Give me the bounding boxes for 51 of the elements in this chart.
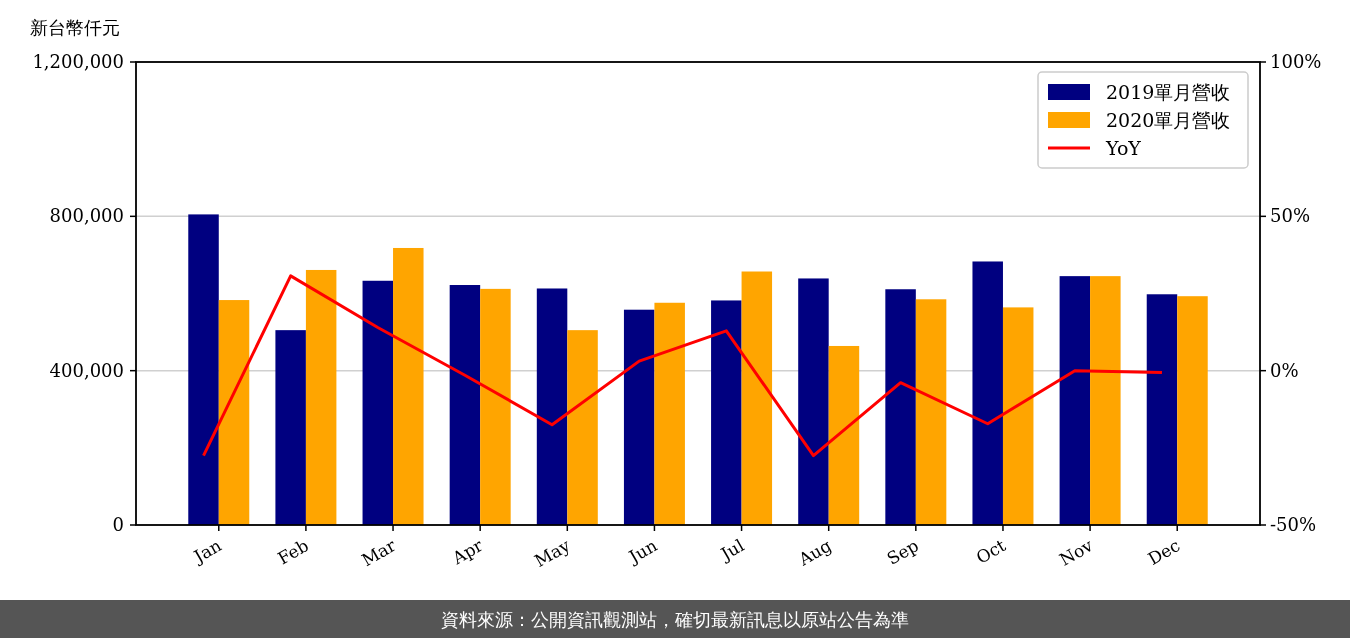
- line-series: [202, 274, 1164, 458]
- bar: [275, 330, 306, 525]
- y2-tick-label: 100%: [1270, 51, 1322, 72]
- bar: [1146, 294, 1178, 525]
- bar: [885, 289, 916, 525]
- y2-tick-label: -50%: [1270, 514, 1317, 535]
- bar: [1177, 296, 1208, 525]
- bar: [362, 280, 394, 525]
- bar: [798, 278, 829, 525]
- bar: [188, 214, 219, 525]
- y-tick-label: 400,000: [49, 359, 124, 381]
- bar: [480, 288, 511, 525]
- legend-label: YoY: [1105, 137, 1142, 159]
- bar: [449, 285, 481, 525]
- y2-tick-label: 50%: [1270, 205, 1311, 227]
- bar: [711, 300, 742, 525]
- x-tick-label: Nov: [1056, 534, 1097, 570]
- x-tick-label: Aug: [794, 535, 835, 571]
- legend-label: 2019單月營收: [1106, 81, 1231, 103]
- y-axis-title: 新台幣仟元: [30, 17, 120, 38]
- y-tick-label: 1,200,000: [32, 51, 124, 72]
- bar: [393, 247, 424, 525]
- bar: [1002, 307, 1034, 525]
- x-tick-label: Sep: [883, 535, 922, 569]
- x-tick-label: Jan: [188, 535, 225, 568]
- bar: [623, 309, 655, 525]
- bar: [828, 345, 860, 525]
- bar: [972, 261, 1003, 525]
- bar: [654, 302, 685, 525]
- x-tick-label: Mar: [358, 534, 400, 571]
- bar: [1059, 276, 1091, 525]
- bar: [218, 300, 250, 525]
- footer-band: 資料來源：公開資訊觀測站，確切最新訊息以原站公告為準: [0, 600, 1350, 638]
- y-tick-label: 800,000: [49, 205, 124, 227]
- x-tick-label: Apr: [448, 534, 487, 569]
- bar: [915, 299, 947, 525]
- x-tick-label: Dec: [1144, 535, 1184, 570]
- x-tick-label: May: [531, 534, 574, 572]
- x-tick-label: Jun: [623, 535, 661, 568]
- x-tick-label: Oct: [972, 535, 1010, 568]
- x-tick-label: Jul: [715, 535, 748, 566]
- bar: [741, 271, 773, 525]
- legend-label: 2020單月營收: [1106, 109, 1231, 131]
- x-tick-label: Feb: [274, 535, 313, 569]
- y-tick-label: 0: [112, 514, 124, 535]
- bar: [305, 269, 337, 525]
- source-note: 資料來源：公開資訊觀測站，確切最新訊息以原站公告為準: [441, 609, 909, 630]
- bar: [567, 330, 598, 525]
- y2-tick-label: 0%: [1270, 359, 1299, 381]
- bar: [1090, 276, 1121, 525]
- bar: [536, 288, 568, 525]
